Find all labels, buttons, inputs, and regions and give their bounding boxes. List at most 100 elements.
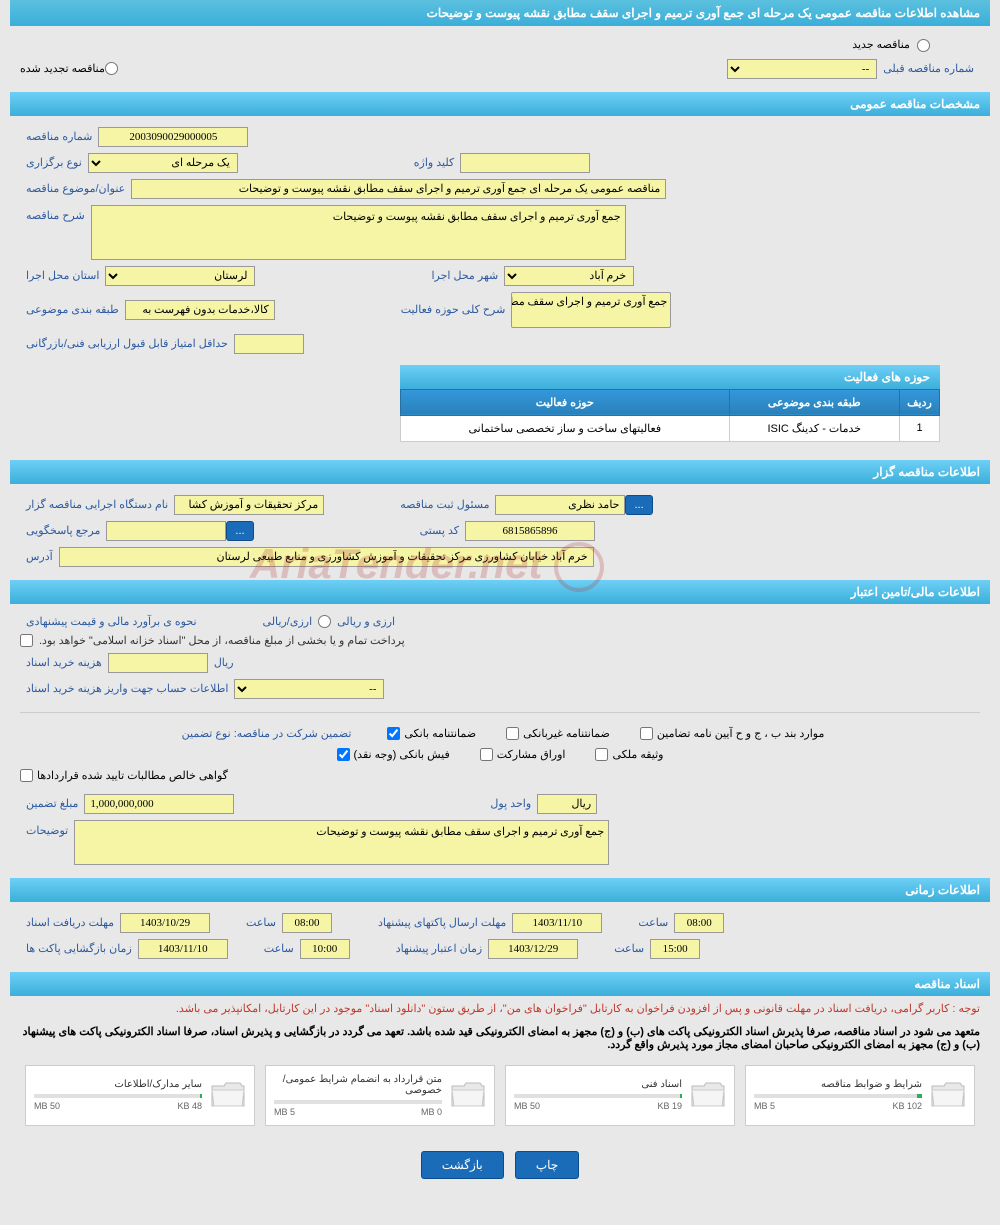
col-row: ردیف: [900, 389, 940, 415]
print-button[interactable]: چاپ: [515, 1151, 579, 1179]
submit-time[interactable]: [674, 913, 724, 933]
notes-label: توضیحات: [20, 820, 74, 837]
doc-title: سایر مدارک/اطلاعات: [34, 1079, 202, 1090]
province-label: استان محل اجرا: [20, 269, 105, 282]
more-btn-1[interactable]: ...: [625, 495, 652, 515]
min-score-input[interactable]: [234, 334, 304, 354]
section2-header: اطلاعات مناقصه گزار: [10, 460, 990, 484]
buy-cost-input[interactable]: [108, 653, 208, 673]
min-score-label: حداقل امتیاز قابل قبول ارزیابی فنی/بازرگ…: [20, 337, 234, 350]
subject-input[interactable]: [131, 179, 666, 199]
folder-icon: [930, 1080, 966, 1110]
doc-size: 48 KB: [177, 1101, 202, 1111]
unit-label: واحد پول: [484, 797, 537, 810]
more-btn-2[interactable]: ...: [226, 521, 253, 541]
guarantee-amount-input[interactable]: [84, 794, 234, 814]
category-label: طبقه بندی موضوعی: [20, 303, 125, 316]
radio-new-label: مناقصه جدید: [852, 39, 910, 51]
notes-textarea[interactable]: جمع آوری ترمیم و اجرای سقف مطابق نقشه پی…: [74, 820, 609, 865]
radio-new-tender[interactable]: [917, 39, 930, 52]
keyword-label: کلید واژه: [408, 156, 460, 169]
submit-label: مهلت ارسال پاکتهای پیشنهاد: [372, 916, 512, 929]
subject-label: عنوان/موضوع مناقصه: [20, 182, 131, 195]
doc-max: 50 MB: [34, 1101, 60, 1111]
address-input[interactable]: [59, 547, 594, 567]
doc-size: 0 MB: [421, 1107, 442, 1117]
cb-receipt[interactable]: [337, 748, 350, 761]
doc-title: متن قرارداد به انضمام شرایط عمومی/خصوصی: [274, 1074, 442, 1096]
buy-cost-label: هزینه خرید اسناد: [20, 656, 108, 669]
receive-label: مهلت دریافت اسناد: [20, 916, 120, 929]
opening-date[interactable]: [138, 939, 228, 959]
doc-title: شرایط و ضوابط مناقصه: [754, 1079, 922, 1090]
cb-items[interactable]: [640, 727, 653, 740]
province-select[interactable]: لرستان: [105, 266, 255, 286]
city-select[interactable]: خرم آباد: [504, 266, 634, 286]
type-select[interactable]: یک مرحله ای: [88, 153, 238, 173]
prev-tender-select[interactable]: --: [727, 59, 877, 79]
radio-renewed-tender[interactable]: [105, 62, 118, 75]
contact-label: مرجع پاسخگویی: [20, 524, 106, 537]
radio-renewed-label: مناقصه تجدید شده: [20, 62, 105, 75]
doc-max: 50 MB: [514, 1101, 540, 1111]
cb-bonds[interactable]: [480, 748, 493, 761]
account-select[interactable]: --: [234, 679, 384, 699]
doc-title: اسناد فنی: [514, 1079, 682, 1090]
folder-icon: [450, 1080, 486, 1110]
submit-date[interactable]: [512, 913, 602, 933]
cb-property[interactable]: [595, 748, 608, 761]
cb-nonbank[interactable]: [506, 727, 519, 740]
category-input[interactable]: [125, 300, 275, 320]
prev-tender-label: شماره مناقصه قبلی: [877, 62, 980, 75]
address-label: آدرس: [20, 550, 59, 563]
validity-time[interactable]: [650, 939, 700, 959]
doc-size: 19 KB: [657, 1101, 682, 1111]
guarantee-amount-label: مبلغ تضمین: [20, 797, 84, 810]
org-label: نام دستگاه اجرایی مناقصه گزار: [20, 498, 174, 511]
opening-time[interactable]: [300, 939, 350, 959]
cb-cert[interactable]: [20, 769, 33, 782]
activity-table: ردیف طبقه بندی موضوعی حوزه فعالیت 1 خدما…: [400, 389, 940, 442]
postal-label: کد پستی: [414, 524, 465, 537]
doc-card[interactable]: سایر مدارک/اطلاعات 48 KB 50 MB: [25, 1065, 255, 1126]
doc-card[interactable]: اسناد فنی 19 KB 50 MB: [505, 1065, 735, 1126]
type-label: نوع برگزاری: [20, 156, 88, 169]
activity-table-title: حوزه های فعالیت: [400, 365, 940, 389]
section1-header: مشخصات مناقصه عمومی: [10, 92, 990, 116]
description-label: شرح مناقصه: [20, 205, 91, 222]
org-input[interactable]: [174, 495, 324, 515]
cb-bank[interactable]: [387, 727, 400, 740]
description-textarea[interactable]: جمع آوری ترمیم و اجرای سقف مطابق نقشه پی…: [91, 205, 626, 260]
unit-input[interactable]: [537, 794, 597, 814]
folder-icon: [210, 1080, 246, 1110]
responsible-label: مسئول ثبت مناقصه: [394, 498, 495, 511]
col-category: طبقه بندی موضوعی: [729, 389, 899, 415]
city-label: شهر محل اجرا: [425, 269, 504, 282]
validity-label: زمان اعتبار پیشنهاد: [390, 942, 489, 955]
doc-card[interactable]: شرایط و ضوابط مناقصه 102 KB 5 MB: [745, 1065, 975, 1126]
validity-date[interactable]: [488, 939, 578, 959]
method-option: ارزی/ریالی: [257, 615, 319, 628]
tender-number-input[interactable]: [98, 127, 248, 147]
keyword-input[interactable]: [460, 153, 590, 173]
tender-number-label: شماره مناقصه: [20, 130, 98, 143]
postal-input[interactable]: [465, 521, 595, 541]
doc-max: 5 MB: [754, 1101, 775, 1111]
activity-desc-label: شرح کلی حوزه فعالیت: [395, 303, 512, 316]
doc-size: 102 KB: [892, 1101, 922, 1111]
method-radio[interactable]: [318, 615, 331, 628]
doc-card[interactable]: متن قرارداد به انضمام شرایط عمومی/خصوصی 0…: [265, 1065, 495, 1126]
receive-time[interactable]: [282, 913, 332, 933]
treasury-checkbox[interactable]: [20, 634, 33, 647]
note-black: متعهد می شود در اسناد مناقصه، صرفا پذیرش…: [10, 1021, 990, 1055]
page-title: مشاهده اطلاعات مناقصه عمومی یک مرحله ای …: [10, 0, 990, 26]
contact-input[interactable]: [106, 521, 226, 541]
receive-date[interactable]: [120, 913, 210, 933]
responsible-input[interactable]: [495, 495, 625, 515]
section5-header: اسناد مناقصه: [10, 972, 990, 996]
treasury-note: پرداخت تمام و یا بخشی از مبلغ مناقصه، از…: [33, 634, 411, 647]
back-button[interactable]: بازگشت: [421, 1151, 504, 1179]
note-red: توجه : کاربر گرامی، دریافت اسناد در مهلت…: [10, 996, 990, 1021]
section3-header: اطلاعات مالی/تامین اعتبار: [10, 580, 990, 604]
activity-desc-select[interactable]: جمع آوری ترمیم و اجرای سقف مطابق نقشه: [511, 292, 671, 328]
